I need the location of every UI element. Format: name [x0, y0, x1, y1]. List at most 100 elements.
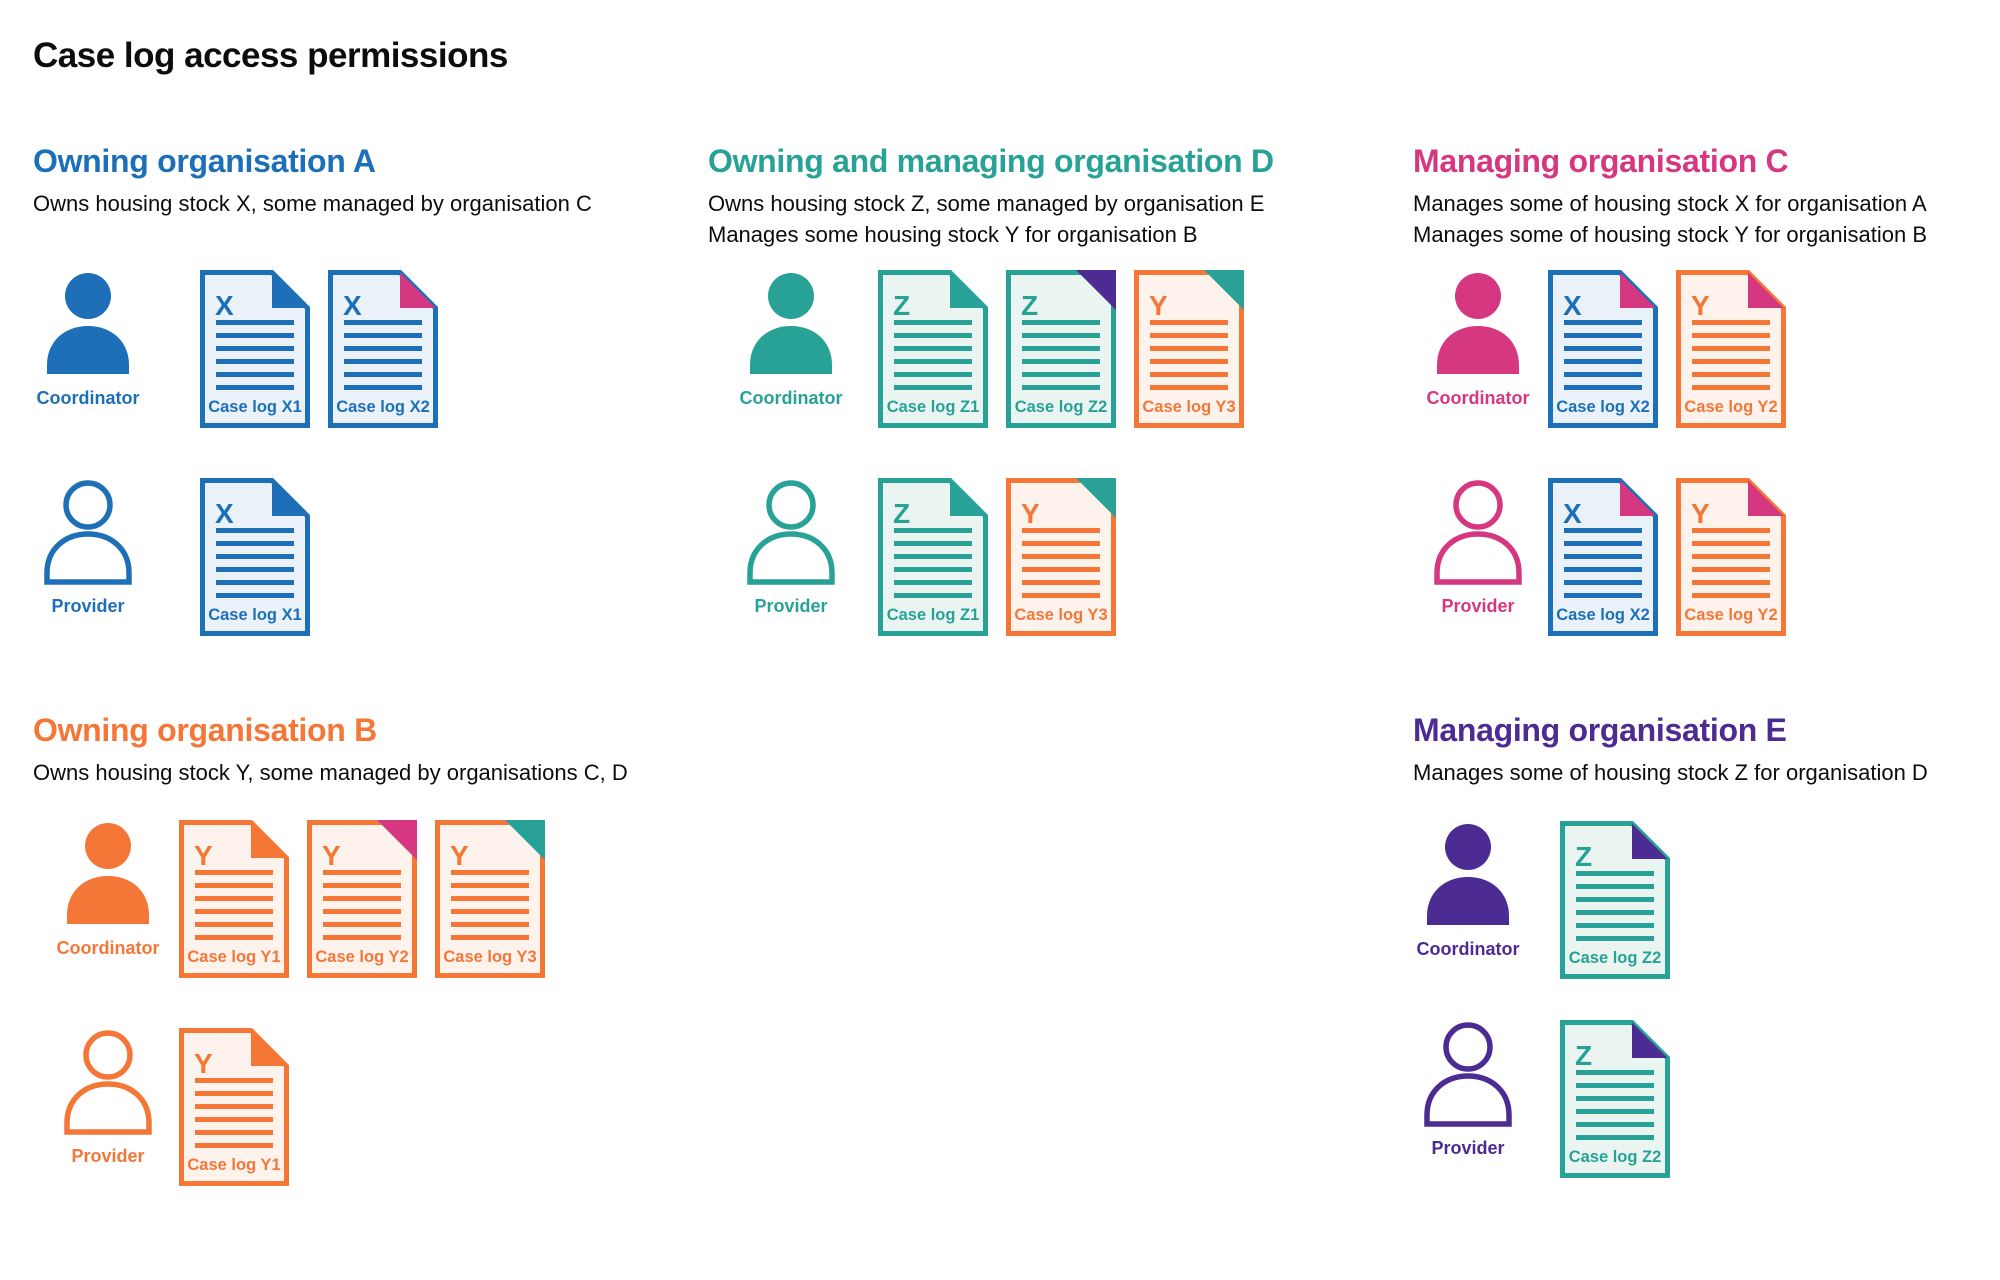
document-text-line — [344, 359, 422, 364]
document-label: Case log Y1 — [187, 948, 280, 966]
document-text-line — [1692, 333, 1770, 338]
document-text-line — [894, 359, 972, 364]
document-text-line — [323, 909, 401, 914]
section-heading: Owning organisation A — [33, 143, 376, 179]
document-text-line — [1564, 567, 1642, 572]
document-text-line — [323, 870, 401, 875]
provider-person-icon — [44, 480, 132, 585]
document-text-line — [1692, 554, 1770, 559]
document-stock-letter: Z — [1575, 841, 1592, 872]
coordinator-block: Coordinator — [1423, 270, 1533, 409]
document-text-line — [1022, 554, 1100, 559]
document-text-line — [216, 567, 294, 572]
document-text-line — [216, 359, 294, 364]
document-text-line — [451, 909, 529, 914]
document-label: Case log Z1 — [887, 398, 980, 416]
case-log-document: Y Case log Y2 — [1676, 478, 1786, 636]
document-text-line — [1692, 593, 1770, 598]
section-heading: Managing organisation C — [1413, 143, 1789, 179]
case-log-document-icon: Y Case log Y3 — [1006, 478, 1116, 636]
document-text-line — [894, 580, 972, 585]
document-stock-letter: X — [215, 290, 234, 321]
document-text-line — [1576, 897, 1654, 902]
document-text-line — [894, 593, 972, 598]
document-text-line — [1150, 320, 1228, 325]
folded-corner-icon — [1632, 1022, 1668, 1058]
section-subtitle: Manages some of housing stock X for orga… — [1413, 188, 1927, 250]
case-log-document-icon: Z Case log Z1 — [878, 478, 988, 636]
document-text-line — [323, 922, 401, 927]
case-log-document-icon: X Case log X2 — [328, 270, 438, 428]
folded-corner-icon — [272, 272, 308, 308]
role-label: Coordinator — [56, 938, 160, 958]
document-text-line — [1576, 1083, 1654, 1088]
provider-block: Provider — [1413, 1020, 1523, 1159]
case-log-document-icon: Z Case log Z1 — [878, 270, 988, 428]
page-title: Case log access permissions — [33, 36, 508, 75]
folded-corner-icon — [1748, 272, 1784, 308]
case-log-document: Z Case log Z1 — [878, 478, 988, 636]
document-label: Case log X1 — [208, 606, 302, 624]
document-text-line — [1576, 884, 1654, 889]
provider-block: Provider — [1423, 478, 1533, 617]
folded-corner-icon — [1632, 823, 1668, 859]
document-label: Case log X2 — [1556, 606, 1650, 624]
role-label: Coordinator — [1426, 388, 1530, 408]
document-text-line — [1564, 554, 1642, 559]
role-label: Provider — [754, 596, 828, 616]
case-log-document-icon: Y Case log Y3 — [1134, 270, 1244, 428]
document-text-line — [1564, 541, 1642, 546]
case-log-document-icon: Z Case log Z2 — [1560, 1020, 1670, 1178]
document-text-line — [216, 346, 294, 351]
role-label: Coordinator — [36, 388, 140, 408]
document-text-line — [216, 333, 294, 338]
document-text-line — [1576, 910, 1654, 915]
section-subtitle-line: Manages some of housing stock Z for orga… — [1413, 760, 1928, 785]
case-log-document-icon: Z Case log Z2 — [1560, 821, 1670, 979]
role-label: Provider — [71, 1146, 145, 1166]
document-text-line — [195, 922, 273, 927]
document-label: Case log Y1 — [187, 1156, 280, 1174]
document-text-line — [195, 883, 273, 888]
case-log-document-icon: Z Case log Z2 — [1006, 270, 1116, 428]
document-label: Case log Y2 — [1684, 606, 1777, 624]
document-text-line — [1692, 385, 1770, 390]
coordinator-person-icon — [1437, 273, 1519, 374]
document-text-line — [1022, 320, 1100, 325]
case-log-document: Y Case log Y3 — [1006, 478, 1116, 636]
document-label: Case log Y3 — [443, 948, 536, 966]
case-log-document-icon: Y Case log Y2 — [307, 820, 417, 978]
document-text-line — [1564, 359, 1642, 364]
document-text-line — [1022, 346, 1100, 351]
document-text-line — [195, 870, 273, 875]
folded-corner-icon — [1748, 480, 1784, 516]
document-stock-letter: Y — [194, 840, 213, 871]
document-text-line — [894, 372, 972, 377]
document-text-line — [1692, 372, 1770, 377]
coordinator-person-icon — [750, 273, 832, 374]
document-label: Case log Y3 — [1142, 398, 1235, 416]
document-label: Case log Z2 — [1569, 1148, 1662, 1166]
document-text-line — [894, 554, 972, 559]
document-text-line — [323, 896, 401, 901]
folded-corner-icon — [251, 1030, 287, 1066]
document-text-line — [894, 528, 972, 533]
case-log-document: Z Case log Z2 — [1560, 821, 1670, 979]
document-text-line — [1576, 923, 1654, 928]
case-log-document: Z Case log Z2 — [1006, 270, 1116, 428]
document-label: Case log Z1 — [887, 606, 980, 624]
role-label: Coordinator — [1416, 939, 1520, 959]
case-log-document: Y Case log Y2 — [307, 820, 417, 978]
section-subtitle: Owns housing stock Z, some managed by or… — [708, 188, 1264, 250]
folded-corner-icon — [377, 820, 417, 860]
document-stock-letter: X — [1563, 290, 1582, 321]
folded-corner-icon — [1076, 270, 1116, 310]
document-text-line — [894, 346, 972, 351]
document-text-line — [195, 1078, 273, 1083]
folded-corner-icon — [505, 820, 545, 860]
document-text-line — [1692, 346, 1770, 351]
folded-corner-icon — [400, 272, 436, 308]
document-stock-letter: Y — [1021, 498, 1040, 529]
document-text-line — [1022, 333, 1100, 338]
document-label: Case log Y2 — [315, 948, 408, 966]
